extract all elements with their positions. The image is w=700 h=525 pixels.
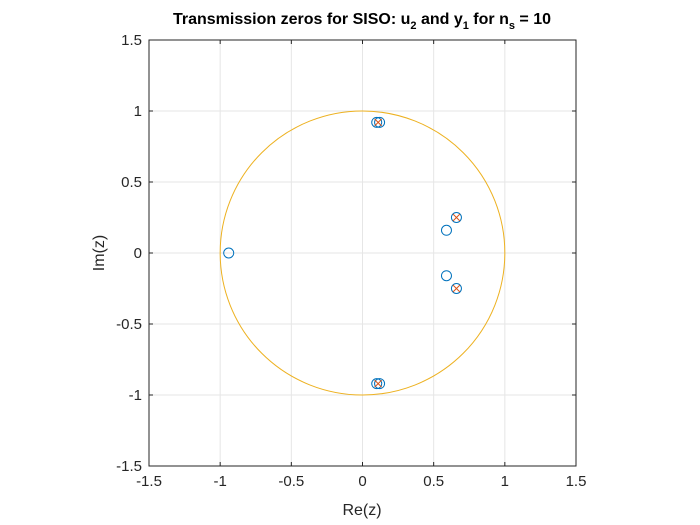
title-prefix: Transmission zeros for SISO: u (173, 11, 410, 28)
unit-circle-layer (219, 110, 506, 396)
zero-marker-circle (371, 378, 383, 390)
zero-marker-circle (374, 116, 386, 128)
zero-marker-x (452, 284, 461, 293)
y-tick-label: -0.5 (116, 316, 142, 333)
title-u-sub: 2 (410, 20, 416, 32)
y-tick-label: 0.5 (121, 174, 142, 191)
x-tick-label: 1 (501, 473, 509, 490)
y-tick-label: 1 (134, 103, 142, 120)
markers (223, 116, 462, 390)
x-tick-label: -1.5 (136, 473, 162, 490)
x-tick-label: -1 (213, 473, 226, 490)
y-tick-label: -1.5 (116, 458, 142, 475)
y-tick-label: 1.5 (121, 32, 142, 49)
title-y-sub: 1 (463, 20, 469, 32)
title-mid: and y (417, 11, 463, 28)
x-tick-label: 0 (358, 473, 366, 490)
ticks: -1.5 -1 -0.5 0 0.5 1 1.5 -1.5 -1 -0.5 0 0.5 1 1.5 (116, 32, 586, 490)
title-n-sub: s (509, 20, 515, 32)
zero-marker-circle (374, 378, 386, 390)
zero-marker-circle (440, 224, 452, 236)
unit-circle (219, 110, 506, 396)
title-for: for n (469, 11, 509, 28)
zero-marker-x (374, 118, 383, 127)
zero-marker-circle (223, 247, 235, 259)
zero-marker-circle (450, 283, 462, 294)
y-tick-label: 0 (134, 245, 142, 262)
x-axis-label: Re(z) (342, 502, 381, 519)
zero-marker-circle (371, 116, 383, 128)
chart-title: Transmission zeros for SISO: u2 and y1 f… (173, 11, 551, 32)
grid (148, 39, 577, 467)
x-tick-label: 0.5 (423, 473, 444, 490)
title-suffix: = 10 (515, 11, 551, 28)
zero-marker-x (452, 213, 461, 222)
y-axis-label: Im(z) (91, 235, 108, 271)
x-tick-label: 1.5 (566, 473, 587, 490)
y-tick-label: -1 (129, 387, 142, 404)
zero-marker-circle (440, 270, 452, 282)
x-tick-label: -0.5 (278, 473, 304, 490)
zero-marker-x (374, 379, 383, 388)
zero-marker-circle (450, 212, 462, 223)
